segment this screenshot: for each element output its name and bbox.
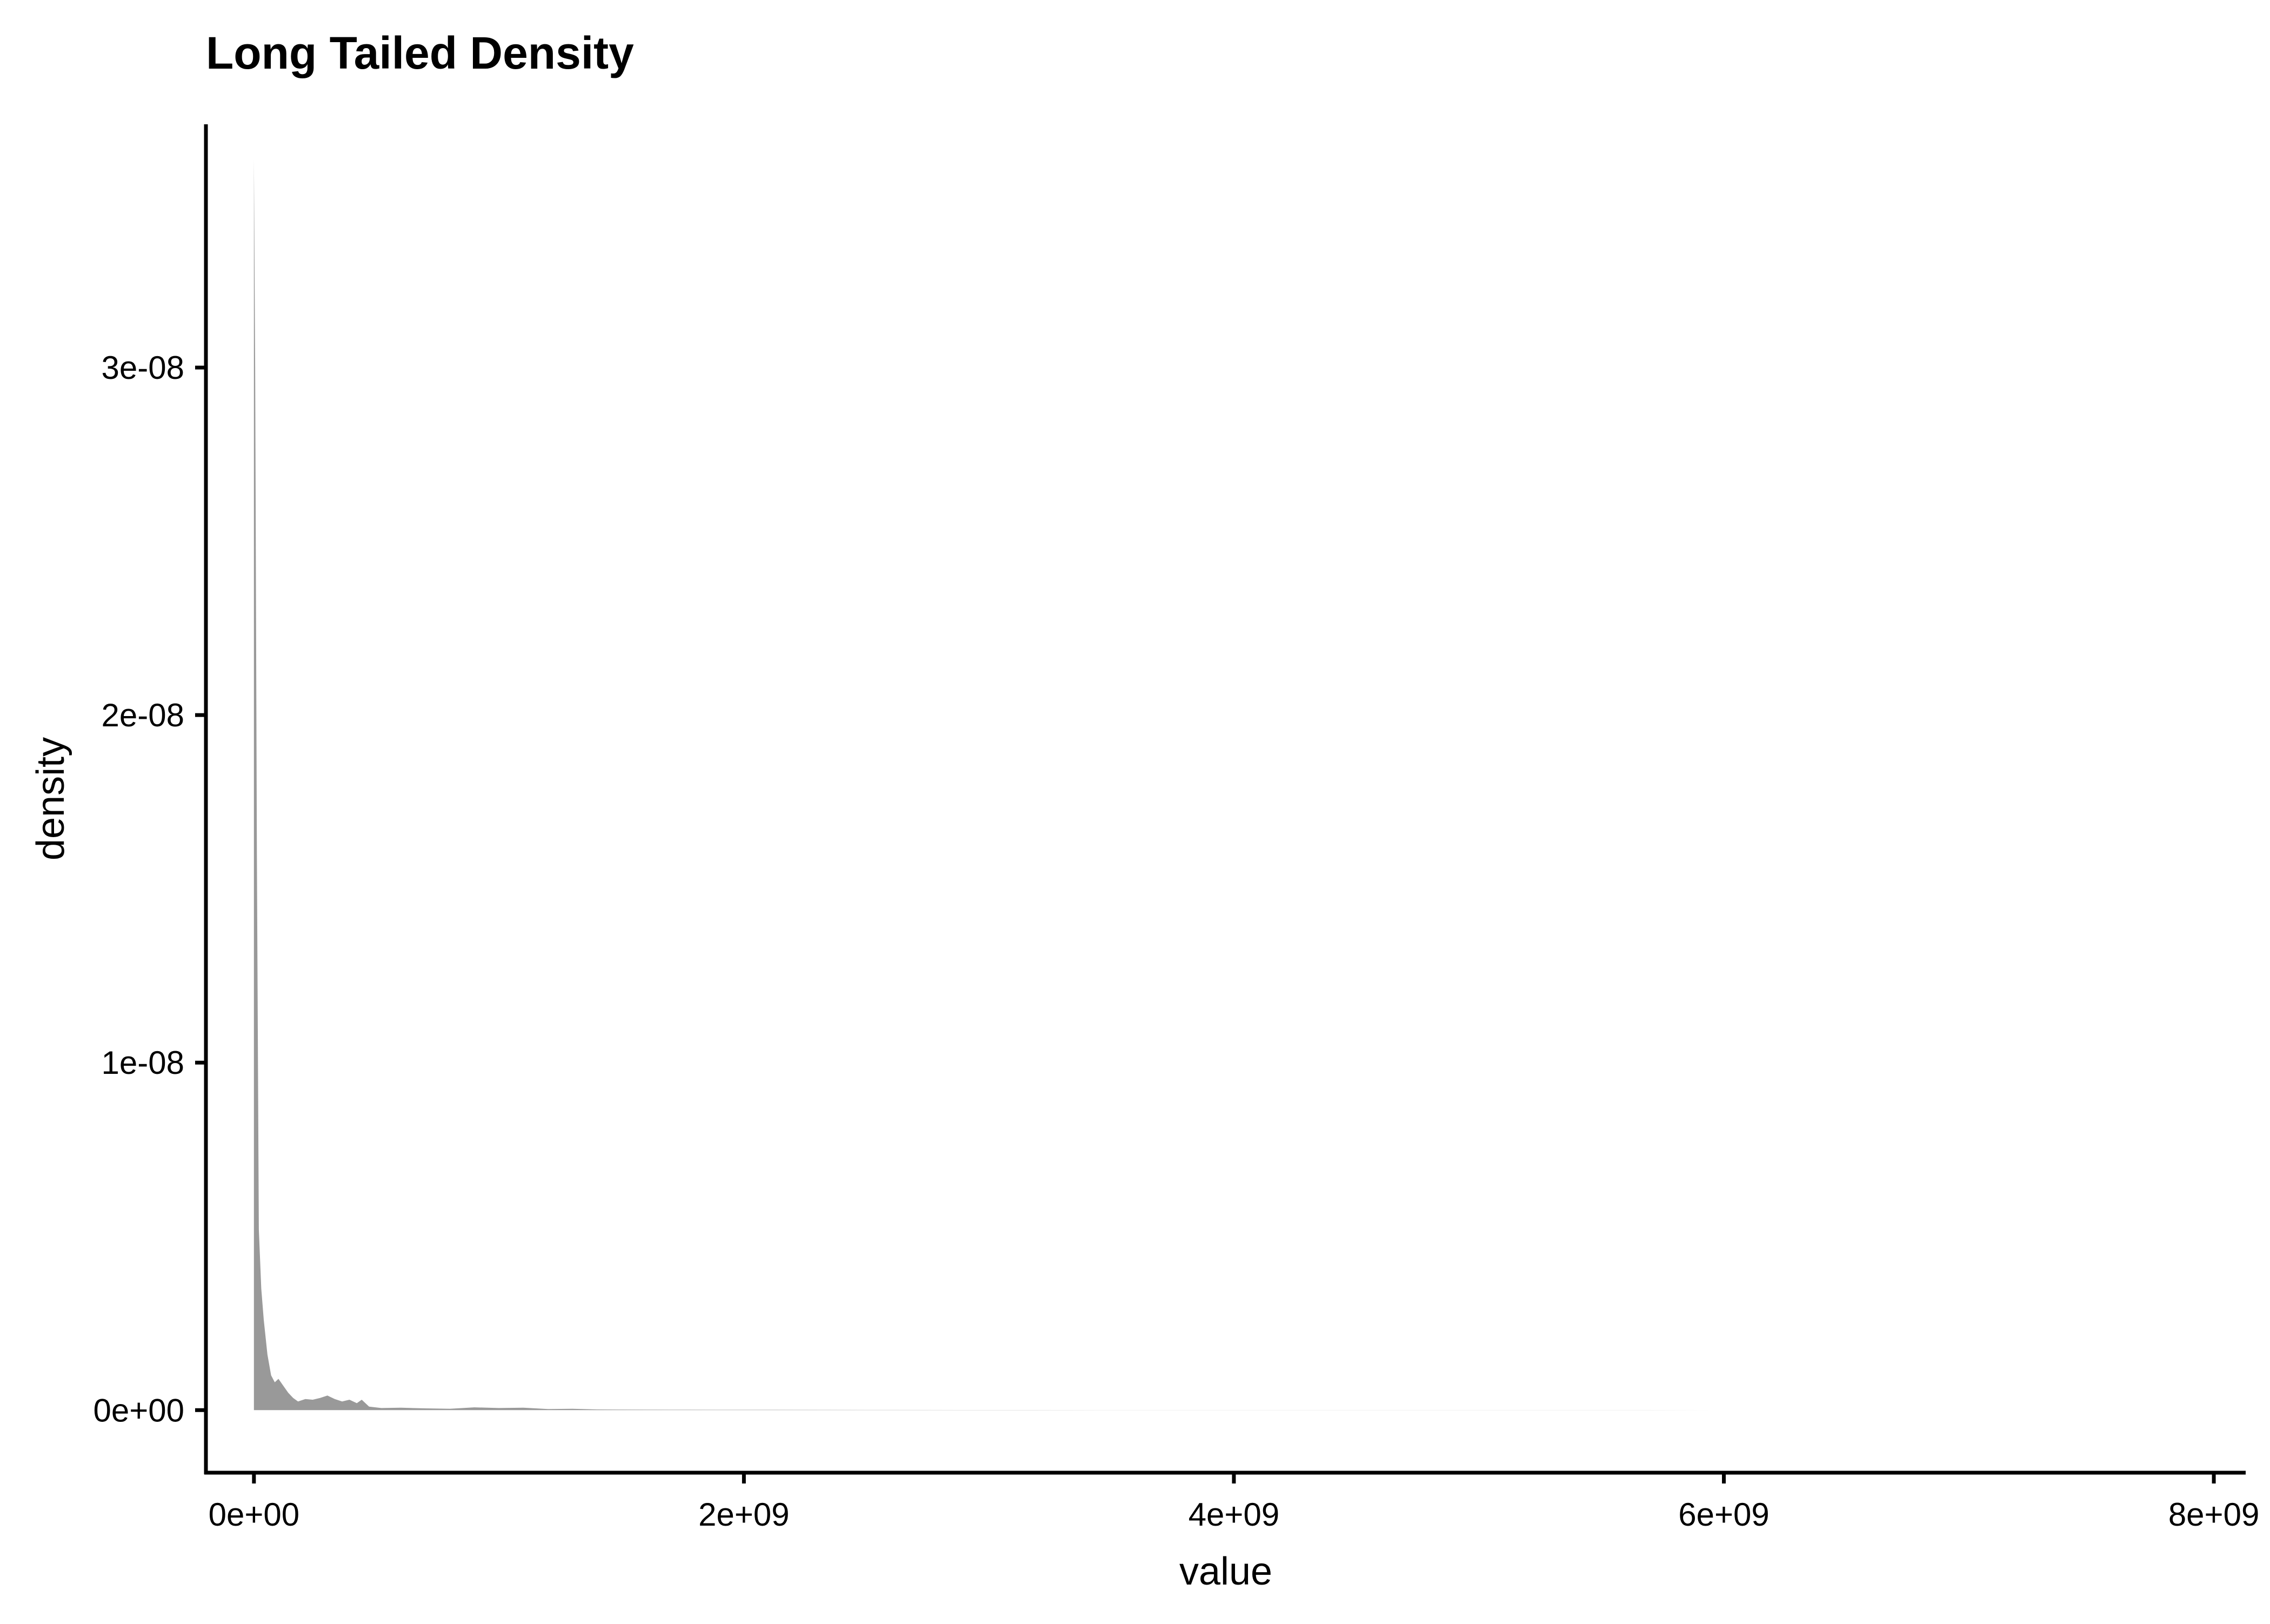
x-tick-label: 2e+09 (698, 1496, 790, 1533)
y-tick-label: 0e+00 (93, 1392, 184, 1428)
chart-title: Long Tailed Density (206, 28, 634, 78)
density-area (253, 159, 2165, 1411)
x-tick-label: 6e+09 (1678, 1496, 1770, 1533)
y-tick-label: 3e-08 (102, 350, 184, 386)
x-tick-label: 4e+09 (1189, 1496, 1280, 1533)
plot-area (253, 159, 2165, 1411)
x-axis-title: value (1179, 1550, 1272, 1593)
y-tick-label: 1e-08 (102, 1045, 184, 1081)
y-axis-ticks: 0e+00 1e-08 2e-08 3e-08 (93, 350, 206, 1428)
x-axis-ticks: 0e+00 2e+09 4e+09 6e+09 8e+09 (209, 1473, 2260, 1533)
y-axis-title: density (29, 737, 72, 860)
x-tick-label: 0e+00 (209, 1496, 300, 1533)
x-tick-label: 8e+09 (2168, 1496, 2260, 1533)
y-tick-label: 2e-08 (102, 697, 184, 733)
